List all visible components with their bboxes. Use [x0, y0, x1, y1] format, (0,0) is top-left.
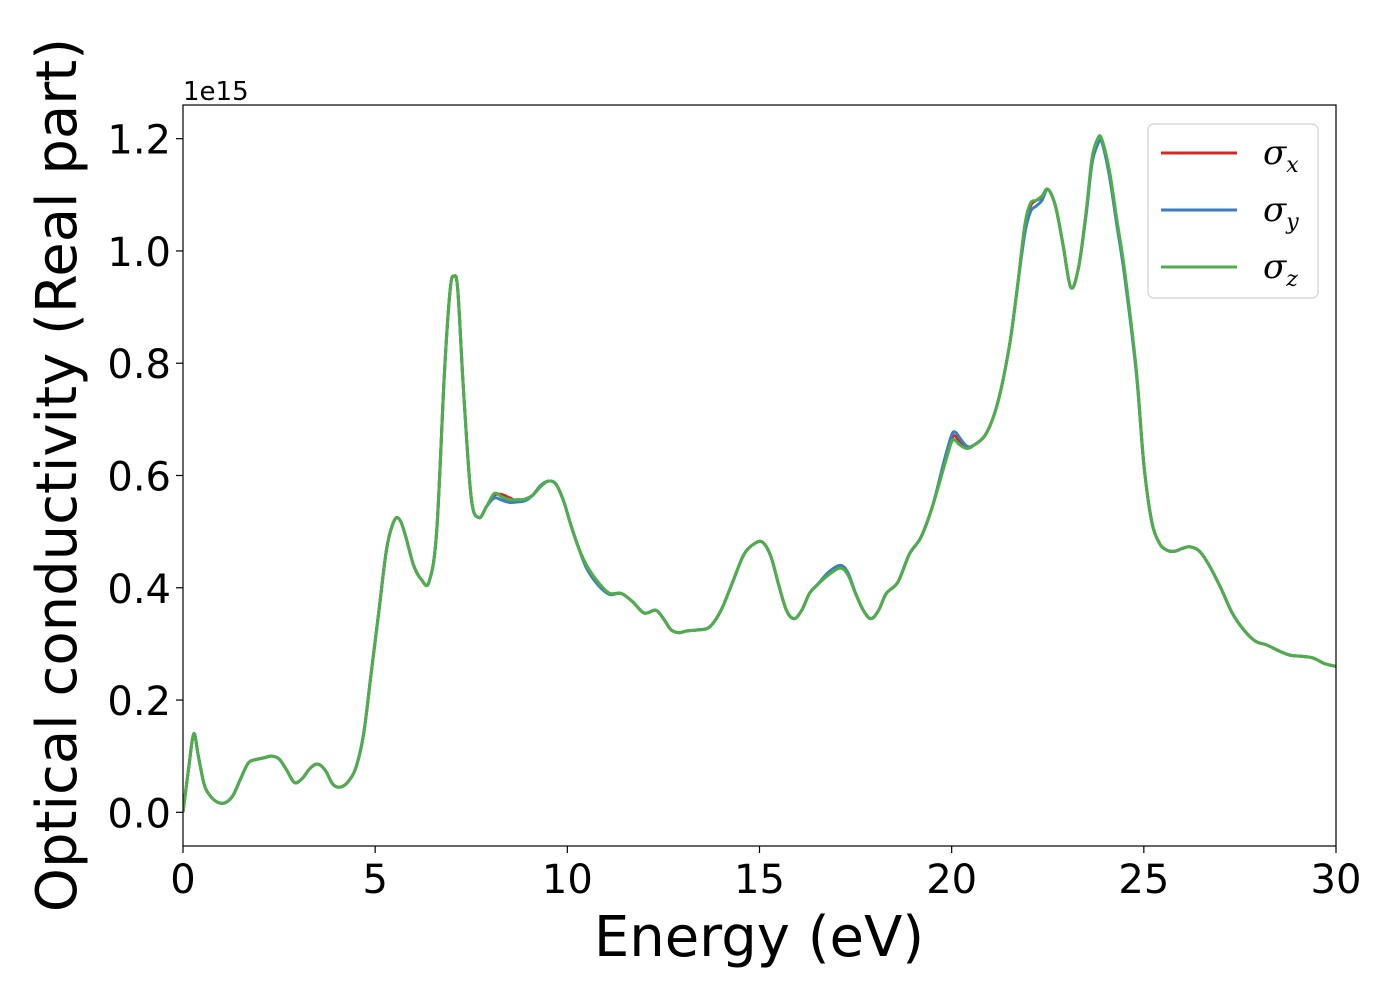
y-tick-label: 0.4	[107, 567, 171, 613]
legend-subscript: z	[1285, 267, 1298, 292]
legend-subscript: x	[1286, 153, 1299, 178]
series-line-sigma-z	[183, 134, 1336, 813]
y-tick-label: 0.6	[107, 455, 171, 501]
legend-label-sigma-z: σz	[1263, 247, 1298, 292]
x-tick-label: 10	[542, 857, 593, 903]
y-axis-label: Optical conductivity (Real part)	[25, 38, 90, 912]
x-tick-label: 5	[362, 857, 387, 903]
y-offset-label: 1e15	[183, 77, 249, 107]
legend-label-sigma-x: σx	[1263, 133, 1299, 178]
legend-symbol: σ	[1263, 247, 1287, 287]
y-tick-label: 0.0	[107, 791, 171, 837]
y-tick-label: 0.8	[107, 342, 171, 388]
x-tick-label: 15	[734, 857, 785, 903]
legend-subscript: y	[1285, 210, 1299, 235]
x-tick-label: 30	[1311, 857, 1362, 903]
x-tick-label: 25	[1118, 857, 1169, 903]
x-axis-label: Energy (eV)	[594, 905, 924, 970]
x-tick-label: 20	[926, 857, 977, 903]
legend-symbol: σ	[1263, 133, 1287, 173]
ticks: 0 5 10 15 20 25 30 0.0 0.2 0.4 0.6 0.8 1.0 1.2	[107, 118, 1361, 903]
legend-symbol: σ	[1263, 190, 1287, 230]
y-tick-label: 0.2	[107, 679, 171, 725]
y-tick-label: 1.2	[107, 118, 171, 164]
legend-label-sigma-y: σy	[1263, 190, 1299, 235]
series-group	[183, 134, 1336, 813]
x-tick-label: 0	[170, 857, 195, 903]
y-tick-label: 1.0	[107, 230, 171, 276]
